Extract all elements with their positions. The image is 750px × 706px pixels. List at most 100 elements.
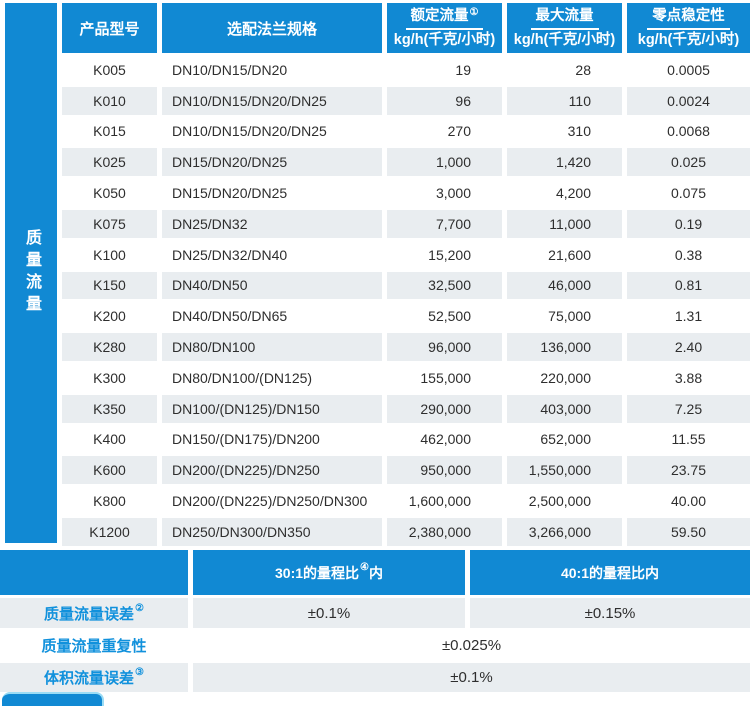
header-rated-flow-title: 额定流量① [405, 6, 484, 30]
header-zero-stability-title: 零点稳定性 [647, 8, 730, 30]
zero-stability-cell: 7.25 [627, 394, 750, 423]
category-label: 质量流量 [23, 229, 40, 317]
rated-flow-cell: 96,000 [387, 333, 502, 361]
accuracy-corner-cell [0, 550, 188, 595]
rated-flow-cell: 15,200 [387, 240, 502, 269]
zero-stability-cell: 0.38 [627, 240, 750, 269]
corner-decoration [2, 692, 104, 706]
flange-cell: DN25/DN32 [162, 209, 382, 238]
zero-stability-cell: 3.88 [627, 363, 750, 392]
turndown-30-suffix: 内 [369, 564, 383, 581]
zero-stability-cell: 0.0024 [627, 86, 750, 115]
mass-flow-spec-section: 质量流量 产品型号 选配法兰规格 额定流量① kg/h(千克/小时) 最大流量 … [5, 3, 750, 546]
max-flow-cell: 46,000 [507, 271, 622, 300]
flange-cell: DN10/DN15/DN20/DN25 [162, 117, 382, 146]
model-cell: K400 [62, 425, 157, 454]
category-sidebar: 质量流量 [5, 3, 57, 543]
flange-cell: DN200/(DN225)/DN250 [162, 456, 382, 485]
footnote-2-icon: ② [135, 602, 144, 614]
model-cell: K050 [62, 179, 157, 207]
max-flow-cell: 28 [507, 56, 622, 84]
zero-stability-cell: 0.0005 [627, 56, 750, 84]
rated-flow-cell: 290,000 [387, 394, 502, 423]
model-cell: K075 [62, 209, 157, 238]
max-flow-cell: 220,000 [507, 363, 622, 392]
rated-flow-cell: 96 [387, 86, 502, 115]
model-cell: K005 [62, 56, 157, 84]
zero-stability-cell: 1.31 [627, 302, 750, 331]
flange-cell: DN200/(DN225)/DN250/DN300 [162, 487, 382, 515]
model-cell: K025 [62, 148, 157, 177]
flange-cell: DN25/DN32/DN40 [162, 240, 382, 269]
footnote-3-icon: ③ [135, 667, 144, 678]
header-zero-stability-unit: kg/h(千克/小时) [637, 31, 740, 48]
model-cell: K100 [62, 240, 157, 269]
flange-cell: DN150/(DN175)/DN200 [162, 425, 382, 454]
rated-flow-cell: 2,380,000 [387, 517, 502, 546]
model-cell: K200 [62, 302, 157, 331]
rated-flow-cell: 950,000 [387, 456, 502, 485]
zero-stability-cell: 40.00 [627, 487, 750, 515]
flange-cell: DN250/DN300/DN350 [162, 517, 382, 546]
max-flow-cell: 1,420 [507, 148, 622, 177]
flange-cell: DN40/DN50 [162, 271, 382, 300]
model-cell: K015 [62, 117, 157, 146]
max-flow-cell: 1,550,000 [507, 456, 622, 485]
mass-flow-error-30-value: ±0.1% [193, 598, 465, 628]
turndown-30-text: 30:1的量程比 [275, 564, 360, 581]
max-flow-cell: 110 [507, 86, 622, 115]
max-flow-cell: 75,000 [507, 302, 622, 331]
volume-flow-error-label: 体积流量误差 ③ [0, 663, 188, 692]
flange-cell: DN80/DN100 [162, 333, 382, 361]
model-cell: K800 [62, 487, 157, 515]
flange-cell: DN100/(DN125)/DN150 [162, 394, 382, 423]
header-max-flow: 最大流量 kg/h(千克/小时) [507, 3, 622, 53]
zero-stability-cell: 0.19 [627, 209, 750, 238]
max-flow-cell: 4,200 [507, 179, 622, 207]
zero-stability-cell: 11.55 [627, 425, 750, 454]
header-model: 产品型号 [62, 3, 157, 53]
header-max-flow-unit: kg/h(千克/小时) [513, 31, 616, 48]
model-cell: K010 [62, 86, 157, 115]
zero-stability-cell: 0.0068 [627, 117, 750, 146]
rated-flow-cell: 462,000 [387, 425, 502, 454]
header-max-flow-title: 最大流量 [530, 8, 599, 30]
zero-stability-cell: 0.075 [627, 179, 750, 207]
max-flow-cell: 310 [507, 117, 622, 146]
rated-flow-cell: 1,600,000 [387, 487, 502, 515]
max-flow-cell: 2,500,000 [507, 487, 622, 515]
max-flow-cell: 3,266,000 [507, 517, 622, 546]
header-flange-label: 选配法兰规格 [226, 20, 317, 38]
header-rated-flow: 额定流量① kg/h(千克/小时) [387, 3, 502, 53]
flange-cell: DN15/DN20/DN25 [162, 179, 382, 207]
flange-cell: DN10/DN15/DN20/DN25 [162, 86, 382, 115]
mass-flow-repeatability-value: ±0.025% [441, 637, 502, 654]
mass-flow-error-label: 质量流量误差 ② [0, 598, 188, 628]
model-cell: K350 [62, 394, 157, 423]
rated-flow-cell: 32,500 [387, 271, 502, 300]
header-zero-stability: 零点稳定性 kg/h(千克/小时) [627, 3, 750, 53]
footnote-1-icon: ① [469, 6, 479, 18]
model-cell: K150 [62, 271, 157, 300]
rated-flow-cell: 155,000 [387, 363, 502, 392]
turndown-40-header: 40:1的量程比内 [470, 550, 750, 595]
rated-flow-cell: 7,700 [387, 209, 502, 238]
turndown-40-text: 40:1的量程比内 [560, 564, 660, 581]
header-flange: 选配法兰规格 [162, 3, 382, 53]
header-model-label: 产品型号 [79, 20, 140, 38]
flange-cell: DN10/DN15/DN20 [162, 56, 382, 84]
model-cell: K600 [62, 456, 157, 485]
mass-flow-error-40-value: ±0.15% [470, 598, 750, 628]
spec-table: 产品型号 选配法兰规格 额定流量① kg/h(千克/小时) 最大流量 kg/h(… [62, 3, 750, 546]
mass-flow-repeatability-label: 质量流量重复性 [41, 638, 147, 655]
zero-stability-cell: 0.025 [627, 148, 750, 177]
model-cell: K1200 [62, 517, 157, 546]
turndown-30-header: 30:1的量程比 ④ 内 [193, 550, 465, 595]
max-flow-cell: 403,000 [507, 394, 622, 423]
model-cell: K280 [62, 333, 157, 361]
zero-stability-cell: 0.81 [627, 271, 750, 300]
zero-stability-cell: 2.40 [627, 333, 750, 361]
header-rated-flow-unit: kg/h(千克/小时) [393, 31, 496, 48]
max-flow-cell: 11,000 [507, 209, 622, 238]
rated-flow-cell: 270 [387, 117, 502, 146]
